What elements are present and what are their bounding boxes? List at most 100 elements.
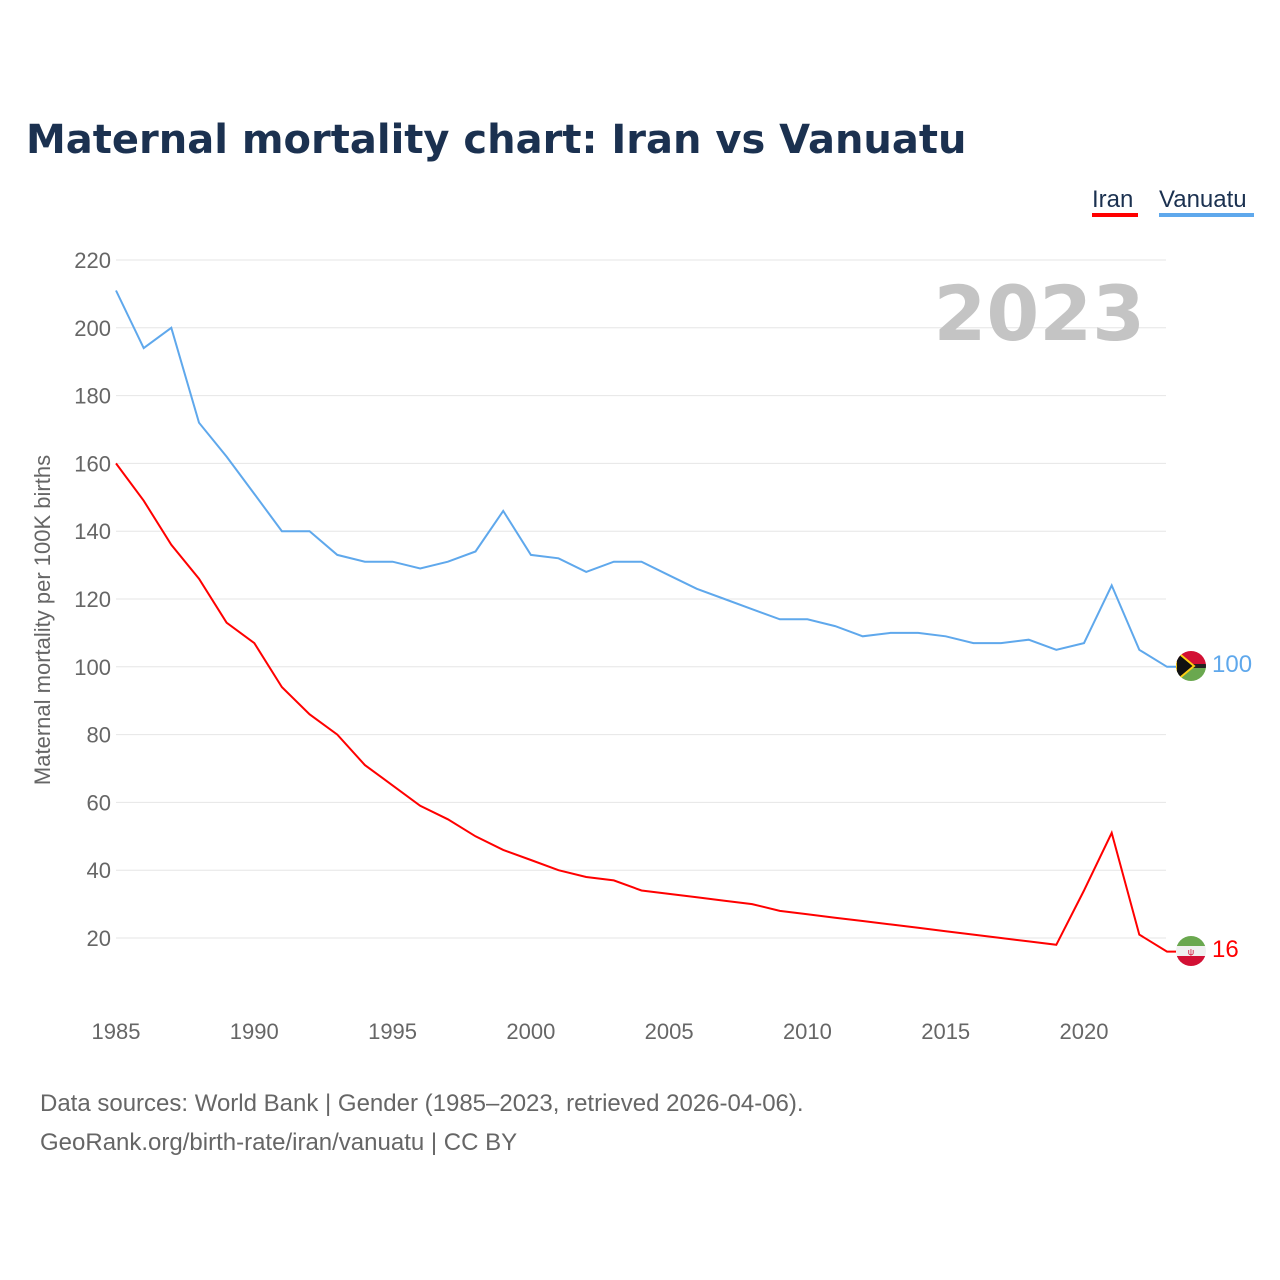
data-point-iran-1988[interactable]	[196, 576, 202, 582]
x-tick-label: 2015	[921, 1019, 970, 1044]
data-point-vanuatu-1986[interactable]	[141, 345, 147, 351]
data-point-vanuatu-2006[interactable]	[694, 586, 700, 592]
data-point-vanuatu-1990[interactable]	[251, 491, 257, 497]
data-point-iran-2007[interactable]	[721, 898, 727, 904]
data-point-iran-2005[interactable]	[666, 891, 672, 897]
data-point-iran-2018[interactable]	[1026, 938, 1032, 944]
data-point-iran-2023[interactable]	[1164, 949, 1170, 955]
data-point-vanuatu-2014[interactable]	[915, 630, 921, 636]
footer-link[interactable]: GeoRank.org/birth-rate/iran/vanuatu | CC…	[40, 1129, 517, 1156]
data-point-iran-1987[interactable]	[168, 542, 174, 548]
data-point-vanuatu-1996[interactable]	[417, 565, 423, 571]
data-point-iran-1985[interactable]	[113, 460, 119, 466]
data-point-vanuatu-2023[interactable]	[1164, 664, 1170, 670]
data-point-vanuatu-2005[interactable]	[666, 572, 672, 578]
data-point-iran-2004[interactable]	[638, 888, 644, 894]
data-point-iran-1996[interactable]	[417, 803, 423, 809]
data-point-iran-2015[interactable]	[943, 928, 949, 934]
data-point-iran-2009[interactable]	[777, 908, 783, 914]
data-point-iran-2016[interactable]	[970, 932, 976, 938]
data-point-vanuatu-1991[interactable]	[279, 528, 285, 534]
data-point-iran-2021[interactable]	[1109, 830, 1115, 836]
data-point-vanuatu-2011[interactable]	[832, 623, 838, 629]
data-point-vanuatu-2001[interactable]	[556, 555, 562, 561]
data-point-iran-2013[interactable]	[887, 921, 893, 927]
data-point-vanuatu-2022[interactable]	[1136, 647, 1142, 653]
data-point-iran-2019[interactable]	[1053, 942, 1059, 948]
legend-iran-swatch	[1092, 213, 1138, 217]
data-point-vanuatu-2020[interactable]	[1081, 640, 1087, 646]
data-point-iran-1990[interactable]	[251, 640, 257, 646]
data-point-vanuatu-2019[interactable]	[1053, 647, 1059, 653]
y-tick-label: 40	[87, 858, 111, 883]
iran-end-label: 16	[1212, 936, 1239, 963]
data-point-vanuatu-2000[interactable]	[528, 552, 534, 558]
data-point-vanuatu-1997[interactable]	[445, 559, 451, 565]
data-point-iran-1998[interactable]	[473, 833, 479, 839]
data-point-vanuatu-1988[interactable]	[196, 420, 202, 426]
y-tick-label: 20	[87, 926, 111, 951]
data-point-vanuatu-2016[interactable]	[970, 640, 976, 646]
data-point-iran-1986[interactable]	[141, 498, 147, 504]
data-point-vanuatu-1993[interactable]	[334, 552, 340, 558]
data-point-vanuatu-1989[interactable]	[224, 454, 230, 460]
data-point-iran-1995[interactable]	[390, 782, 396, 788]
data-point-vanuatu-2004[interactable]	[638, 559, 644, 565]
data-point-iran-1997[interactable]	[445, 816, 451, 822]
data-point-vanuatu-1998[interactable]	[473, 549, 479, 555]
series-line-vanuatu	[115, 290, 1176, 668]
legend-vanuatu-swatch	[1159, 213, 1254, 217]
data-point-vanuatu-2003[interactable]	[611, 559, 617, 565]
y-tick-label: 120	[74, 587, 111, 612]
x-tick-label: 1990	[230, 1019, 279, 1044]
data-point-vanuatu-1994[interactable]	[362, 559, 368, 565]
y-tick-label: 160	[74, 451, 111, 476]
data-point-vanuatu-2021[interactable]	[1109, 582, 1115, 588]
x-tick-label: 2020	[1060, 1019, 1109, 1044]
data-point-iran-2020[interactable]	[1081, 888, 1087, 894]
data-point-iran-2008[interactable]	[749, 901, 755, 907]
data-point-vanuatu-2018[interactable]	[1026, 637, 1032, 643]
y-tick-label: 60	[87, 790, 111, 815]
data-point-vanuatu-2009[interactable]	[777, 616, 783, 622]
legend[interactable]: Iran Vanuatu	[1092, 186, 1254, 217]
data-point-iran-2003[interactable]	[611, 877, 617, 883]
data-point-iran-1989[interactable]	[224, 620, 230, 626]
series-line-iran	[115, 462, 1176, 953]
data-point-vanuatu-1992[interactable]	[307, 528, 313, 534]
data-point-vanuatu-2002[interactable]	[583, 569, 589, 575]
svg-text:ψ: ψ	[1188, 947, 1194, 957]
year-watermark: 2023	[933, 269, 1145, 358]
data-point-iran-1999[interactable]	[500, 847, 506, 853]
data-point-vanuatu-2012[interactable]	[860, 633, 866, 639]
data-point-iran-2014[interactable]	[915, 925, 921, 931]
legend-iran[interactable]: Iran	[1092, 186, 1133, 213]
data-point-iran-2006[interactable]	[694, 894, 700, 900]
data-point-vanuatu-1999[interactable]	[500, 508, 506, 514]
y-axis-label: Maternal mortality per 100K births	[30, 455, 55, 785]
data-point-vanuatu-2013[interactable]	[887, 630, 893, 636]
data-point-vanuatu-2017[interactable]	[998, 640, 1004, 646]
data-point-iran-2017[interactable]	[998, 935, 1004, 941]
data-point-vanuatu-1987[interactable]	[168, 325, 174, 331]
data-point-iran-1994[interactable]	[362, 762, 368, 768]
data-point-vanuatu-1995[interactable]	[390, 559, 396, 565]
data-point-vanuatu-2008[interactable]	[749, 606, 755, 612]
data-point-iran-2011[interactable]	[832, 915, 838, 921]
data-point-iran-2022[interactable]	[1136, 932, 1142, 938]
data-point-vanuatu-2010[interactable]	[804, 616, 810, 622]
data-point-vanuatu-1985[interactable]	[113, 288, 119, 294]
data-point-vanuatu-2015[interactable]	[943, 633, 949, 639]
data-point-vanuatu-2007[interactable]	[721, 596, 727, 602]
data-point-iran-2000[interactable]	[528, 857, 534, 863]
data-point-iran-2002[interactable]	[583, 874, 589, 880]
data-point-iran-2001[interactable]	[556, 867, 562, 873]
chart-title: Maternal mortality chart: Iran vs Vanuat…	[26, 117, 967, 163]
data-point-iran-1991[interactable]	[279, 684, 285, 690]
data-point-iran-1993[interactable]	[334, 732, 340, 738]
data-point-iran-2012[interactable]	[860, 918, 866, 924]
legend-vanuatu[interactable]: Vanuatu	[1159, 186, 1247, 213]
data-point-iran-2010[interactable]	[804, 911, 810, 917]
data-point-iran-1992[interactable]	[307, 711, 313, 717]
x-tick-label: 2005	[645, 1019, 694, 1044]
